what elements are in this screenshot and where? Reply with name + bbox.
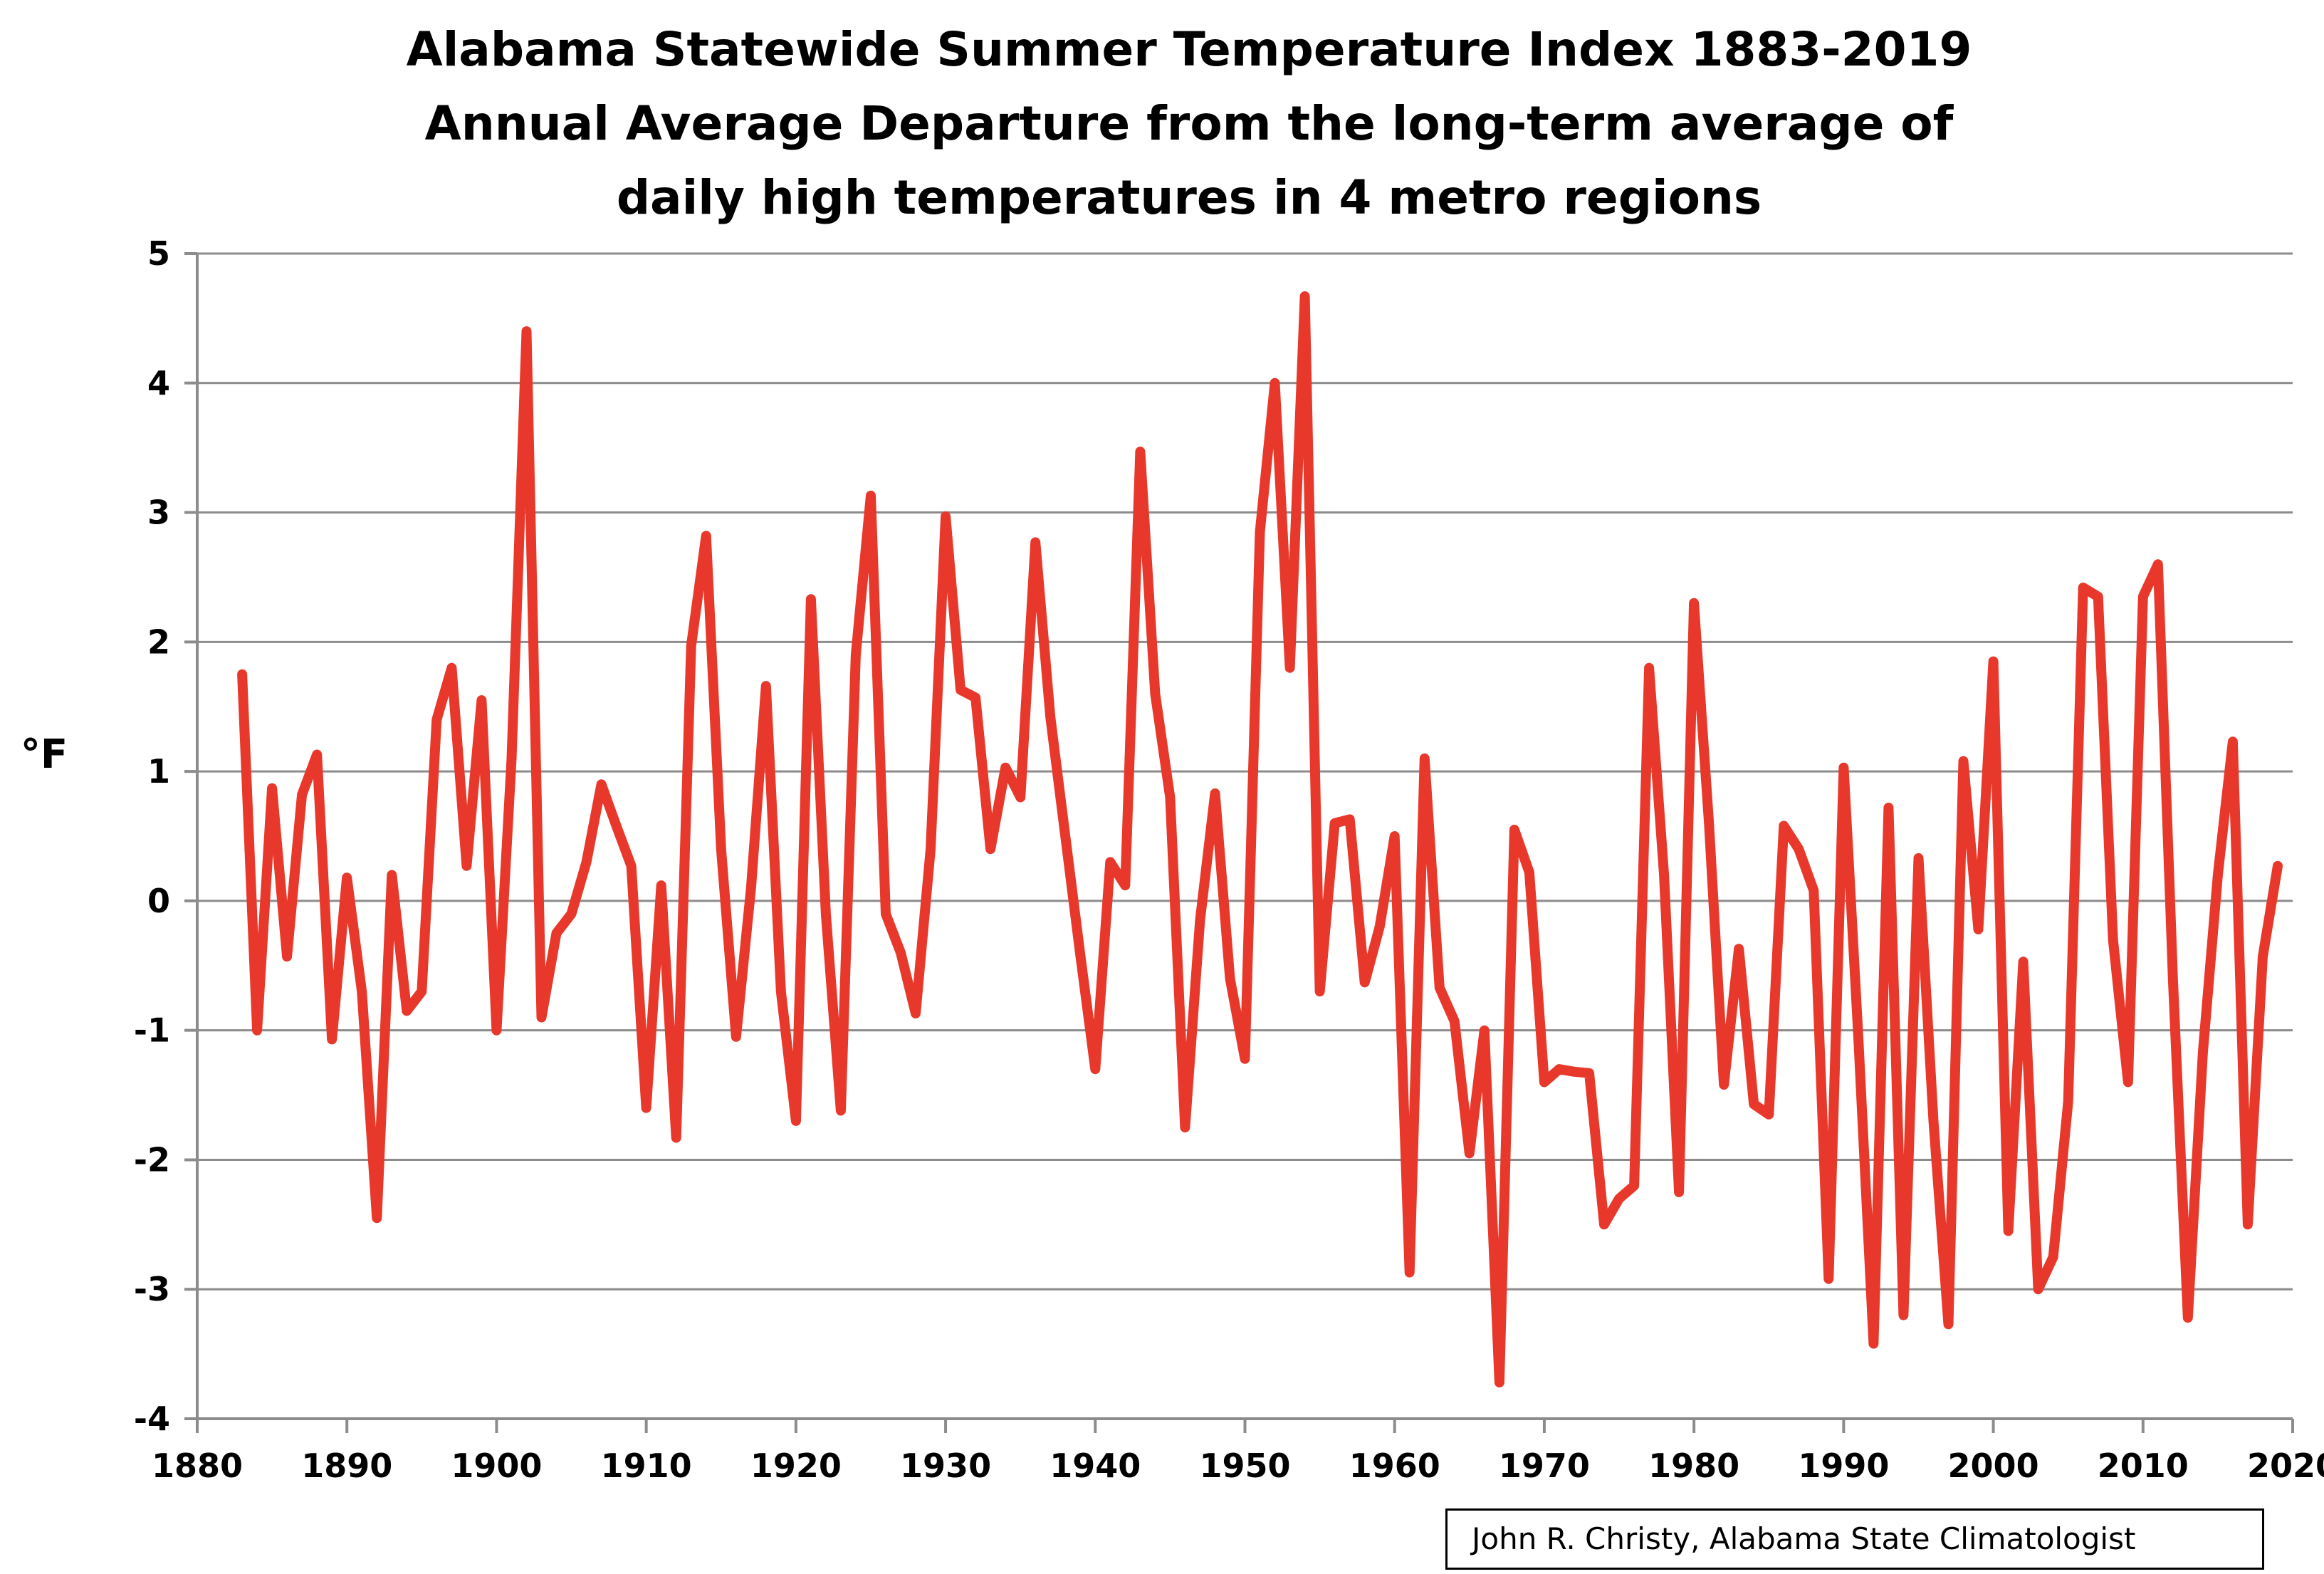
x-tick-label: 2000 (1948, 1447, 2039, 1485)
y-tick-label: 1 (147, 752, 170, 791)
y-tick-label: 2 (147, 622, 170, 661)
x-tick-label: 1910 (601, 1447, 692, 1485)
x-tick-label: 1920 (750, 1447, 842, 1485)
x-tick-label: 1970 (1499, 1447, 1590, 1485)
x-tick-label: 1980 (1648, 1447, 1739, 1485)
x-tick-label: 1950 (1199, 1447, 1290, 1485)
x-tick-label: 2010 (2098, 1447, 2189, 1485)
axes (184, 252, 2294, 1433)
y-tick-label: 0 (147, 882, 170, 920)
x-tick-label: 2020 (2247, 1447, 2324, 1485)
chart-title-line-1: Alabama Statewide Summer Temperature Ind… (407, 22, 1972, 77)
x-tick-label: 1960 (1349, 1447, 1440, 1485)
x-tick-label: 1940 (1050, 1447, 1141, 1485)
y-tick-label: 3 (147, 494, 170, 532)
y-tick-label: -2 (134, 1140, 170, 1179)
y-tick-labels: 5 4 3 2 1 0 -1 -2 -3 -4 (134, 234, 170, 1438)
y-tick-label: -1 (134, 1011, 170, 1050)
y-tick-label: -3 (134, 1270, 170, 1308)
series-line (237, 291, 2283, 1388)
chart-title-line-3: daily high temperatures in 4 metro regio… (617, 170, 1762, 225)
y-axis-label: °F (21, 731, 68, 778)
chart-title: Alabama Statewide Summer Temperature Ind… (407, 22, 1972, 225)
y-tick-label: 4 (147, 364, 170, 402)
x-tick-label: 1880 (152, 1447, 243, 1485)
data-series (237, 291, 2283, 1388)
chart-title-line-2: Annual Average Departure from the long-t… (425, 96, 1954, 151)
y-tick-label: 5 (147, 234, 170, 273)
y-tick-label: -4 (134, 1400, 170, 1438)
x-tick-label: 1930 (900, 1447, 991, 1485)
x-tick-label: 1900 (451, 1447, 542, 1485)
credit-box: John R. Christy, Alabama State Climatolo… (1445, 1508, 2264, 1570)
x-tick-label: 1990 (1798, 1447, 1889, 1485)
x-tick-labels: 1880 1890 1900 1910 1920 1930 1940 1950 1960 1970… (152, 1447, 2324, 1485)
x-tick-label: 1890 (301, 1447, 392, 1485)
